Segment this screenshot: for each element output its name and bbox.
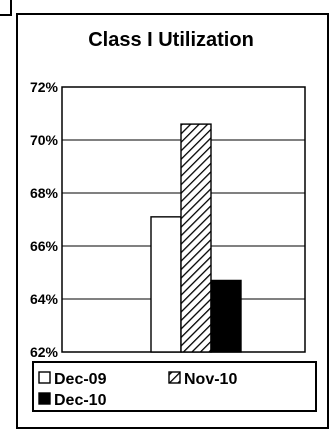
y-tick-label: 72% — [30, 79, 59, 95]
y-tick-label: 68% — [30, 185, 59, 201]
bar-dec-09 — [150, 216, 182, 353]
legend-swatch-dec-09 — [38, 371, 51, 384]
bars — [150, 123, 242, 353]
legend-label-nov-10: Nov-10 — [184, 371, 237, 388]
bar-nov-10 — [180, 123, 212, 353]
legend-swatch-dec-10 — [38, 392, 51, 405]
bar-dec-10 — [210, 279, 242, 353]
y-tick-label: 62% — [30, 344, 59, 360]
legend-box — [32, 361, 317, 412]
y-tick-label: 70% — [30, 132, 59, 148]
legend: Dec-09 Nov-10 Dec-10 — [32, 361, 317, 412]
y-axis-tick-labels: 62% 64% 66% 68% 70% 72% — [30, 79, 59, 360]
chart-title: Class I Utilization — [88, 29, 254, 51]
y-tick-label: 66% — [30, 238, 59, 254]
chart-frame — [16, 13, 329, 429]
y-tick-label: 64% — [30, 291, 59, 307]
legend-swatch-nov-10 — [168, 371, 181, 384]
legend-label-dec-09: Dec-09 — [54, 371, 107, 388]
legend-label-dec-10: Dec-10 — [54, 392, 107, 409]
corner-border-fragment — [0, 0, 12, 16]
